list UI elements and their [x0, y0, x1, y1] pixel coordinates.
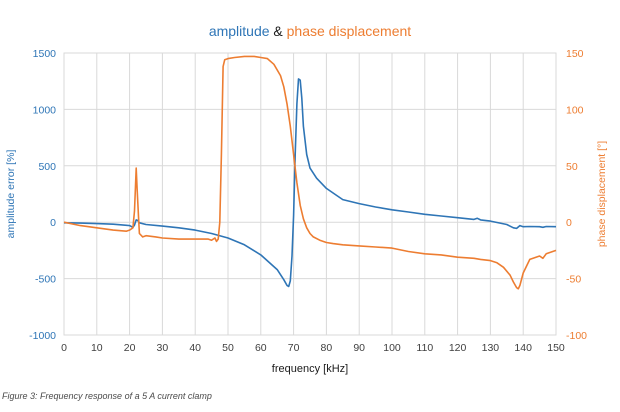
left-tick-label: 500	[38, 161, 56, 173]
figure-caption: Figure 3: Frequency response of a 5 A cu…	[2, 391, 212, 401]
series-line-phase	[63, 55, 557, 290]
x-tick-label: 10	[91, 342, 103, 354]
right-tick-label: -50	[566, 274, 581, 286]
x-tick-label: 70	[288, 342, 300, 354]
left-tick-label: -1000	[29, 330, 56, 342]
x-tick-label: 80	[321, 342, 333, 354]
x-tick-label: 60	[255, 342, 267, 354]
x-tick-label: 100	[383, 342, 401, 354]
right-tick-label: 50	[566, 161, 578, 173]
left-tick-label: 1500	[33, 48, 57, 60]
right-tick-label: 150	[566, 48, 584, 60]
x-tick-label: 110	[416, 342, 433, 354]
plot-area	[63, 52, 557, 336]
x-tick-label: 40	[189, 342, 201, 354]
left-axis-label: amplitude error [%]	[5, 150, 17, 239]
x-tick-label: 50	[222, 342, 234, 354]
x-tick-label: 30	[157, 342, 169, 354]
x-tick-label: 90	[353, 342, 365, 354]
x-tick-label: 140	[514, 342, 532, 354]
right-tick-label: -100	[566, 330, 587, 342]
x-tick-label: 130	[482, 342, 500, 354]
x-tick-label: 0	[61, 342, 67, 354]
left-tick-label: -500	[35, 274, 56, 286]
right-tick-label: 0	[566, 217, 572, 229]
x-tick-label: 150	[547, 342, 565, 354]
x-axis-ticks: 0 10 20 30 40 50 60 70 80 90 100 110 120 130 140 150	[61, 342, 565, 354]
right-axis-ticks: 150 100 50 0 -50 -100	[566, 48, 587, 342]
x-tick-label: 20	[124, 342, 136, 354]
right-axis-label: phase displacement [°]	[596, 141, 608, 247]
left-tick-label: 0	[50, 217, 56, 229]
chart-title-phase: phase displacement	[287, 23, 412, 39]
series-line-amplitude	[63, 78, 557, 288]
chart-title-joiner: &	[270, 23, 287, 39]
chart-title-amplitude: amplitude	[209, 23, 270, 39]
right-tick-label: 100	[566, 104, 584, 116]
x-tick-label: 120	[449, 342, 467, 354]
x-axis-label: frequency [kHz]	[272, 363, 348, 375]
chart-title: amplitude & phase displacement	[209, 23, 411, 39]
left-axis-ticks: 1500 1000 500 0 -500 -1000	[29, 48, 56, 342]
series-lines	[63, 55, 557, 290]
left-tick-label: 1000	[33, 104, 57, 116]
